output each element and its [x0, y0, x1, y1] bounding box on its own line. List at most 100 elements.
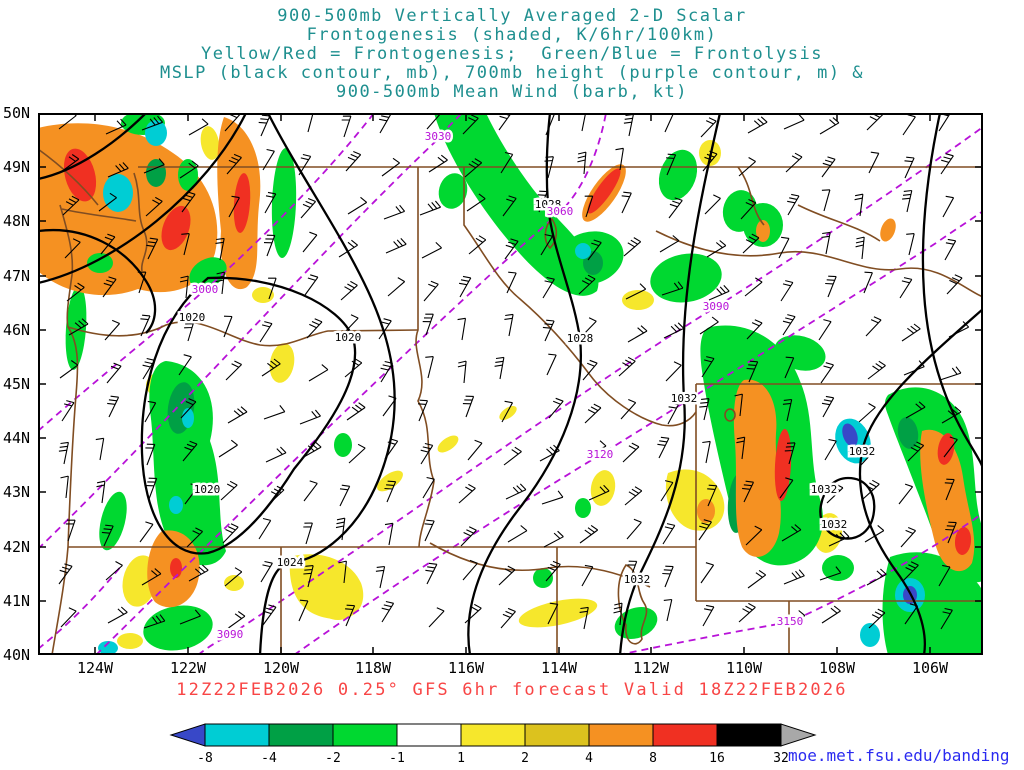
wind-barb: [375, 565, 386, 589]
wind-barb: [702, 150, 718, 172]
shade-blob: [224, 575, 244, 591]
wind-barb: [821, 189, 831, 212]
shade-blob: [103, 174, 133, 212]
shade-blob: [937, 433, 955, 465]
colorbar-tick-label: 2: [521, 751, 529, 766]
wind-barb: [820, 362, 834, 384]
wind-barb: [902, 114, 916, 136]
wind-barb: [145, 196, 163, 217]
wind-barb: [784, 356, 795, 379]
wind-barb: [783, 113, 805, 130]
wind-barb: [736, 436, 746, 460]
shade-blob: [99, 491, 127, 551]
wind-barb: [215, 271, 225, 295]
wind-barb: [348, 443, 366, 464]
wind-barb: [828, 530, 850, 547]
shade-blob: [65, 286, 87, 370]
lat-tick-label: 45N: [3, 375, 31, 393]
mslp-label: 1032: [671, 392, 698, 405]
wind-barb: [702, 440, 711, 464]
wind-barb: [898, 483, 914, 505]
wind-barb: [821, 156, 836, 178]
lat-tick-label: 44N: [3, 429, 31, 447]
shade-blob: [622, 290, 654, 310]
wind-barb: [303, 565, 314, 588]
wind-barb: [188, 564, 209, 582]
wind-barb: [588, 484, 610, 501]
wind-barb: [104, 319, 121, 341]
shade-blob: [117, 633, 143, 649]
wind-barb: [462, 114, 479, 135]
colorbar: -8 -4 -2 -1 1 2 4 8 16 32: [169, 723, 817, 766]
wind-barb: [579, 606, 589, 630]
wind-barb: [577, 151, 587, 175]
wind-barb: [141, 568, 162, 586]
wind-barb: [500, 151, 514, 174]
wind-barb: [304, 274, 319, 296]
page-title-line-2: Frontogenesis (shaded, K/6hr/100km): [306, 25, 718, 45]
wind-barb: [186, 527, 203, 548]
shade-blob: [533, 568, 553, 588]
wind-barb: [384, 438, 399, 460]
wind-barb: [101, 524, 114, 547]
wind-barb: [782, 314, 796, 336]
wind-barb: [543, 530, 564, 548]
wind-barb: [107, 395, 120, 418]
wind-barb: [384, 480, 397, 503]
lon-tick-label: 118W: [354, 659, 392, 677]
mslp-contour: [37, 228, 157, 334]
wind-barb: [541, 490, 564, 505]
wind-barb: [745, 525, 763, 546]
wind-barb: [738, 602, 756, 623]
wind-barb: [905, 401, 926, 419]
wind-barb: [698, 519, 712, 541]
wind-barb: [464, 603, 482, 624]
wind-barb: [902, 189, 913, 213]
wind-barb: [706, 240, 727, 258]
shade-blob: [323, 600, 353, 620]
lat-tick-label: 50N: [3, 104, 31, 122]
lon-tick-label: 114W: [540, 659, 578, 677]
colorbar-tick-label: 1: [457, 751, 465, 766]
wind-barb: [345, 604, 356, 627]
wind-barb: [102, 276, 117, 298]
wind-barb: [667, 402, 679, 425]
wind-barb: [744, 277, 763, 297]
page-title-line-3: Yellow/Red = Frontogenesis; Green/Blue =…: [201, 44, 823, 64]
wind-barb: [261, 358, 281, 377]
wind-barb: [306, 318, 323, 339]
wind-barb: [821, 395, 835, 418]
lat-tick-label: 47N: [3, 267, 31, 285]
wind-barb: [824, 438, 837, 461]
colorbar-segment: [396, 723, 462, 747]
shade-blob: [665, 469, 725, 531]
wind-barb: [218, 439, 238, 458]
height-contours: [37, 112, 984, 656]
wind-barb: [865, 316, 882, 337]
shade-blob: [437, 435, 459, 453]
lon-tick-label: 120W: [262, 659, 300, 677]
shade-blob: [658, 149, 698, 201]
wind-barb: [423, 280, 439, 302]
wind-barb: [265, 446, 287, 463]
state-border: [617, 564, 648, 645]
wind-barb: [506, 271, 517, 294]
state-border: [61, 208, 137, 222]
wind-barb: [618, 356, 636, 377]
state-border: [544, 217, 558, 250]
wind-barb: [700, 117, 717, 138]
lon-tick-label: 116W: [447, 659, 485, 677]
wind-barb: [826, 483, 844, 504]
wind-barb: [59, 360, 79, 379]
colorbar-segment: [332, 723, 398, 747]
mslp-label: 1020: [179, 311, 206, 324]
wind-barb: [61, 400, 75, 422]
credit-link[interactable]: moe.met.fsu.edu/banding: [788, 746, 1010, 765]
wind-barb: [457, 317, 467, 341]
wind-barb: [263, 234, 276, 257]
wind-barb: [64, 238, 81, 259]
mslp-contour: [258, 112, 396, 656]
wind-barb: [780, 280, 794, 302]
wind-barb: [938, 109, 952, 132]
wind-barb: [302, 231, 318, 253]
